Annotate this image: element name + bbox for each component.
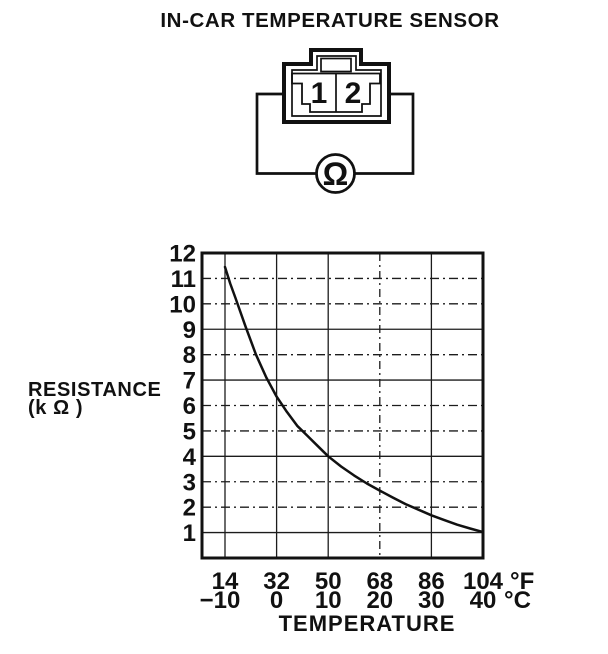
x-tick-fahrenheit: 86: [418, 568, 445, 595]
x-tick-fahrenheit: 14: [212, 568, 239, 595]
celsius-unit-label: °C: [504, 587, 531, 614]
pin-1-label: 1: [311, 77, 328, 110]
pin-2-label: 2: [345, 77, 362, 110]
connector-cavity: [291, 72, 381, 113]
x-tick-celsius: 0: [270, 587, 283, 614]
ohm-symbol: Ω: [323, 156, 349, 192]
wire-left: [255, 92, 317, 175]
x-tick-fahrenheit: 68: [366, 568, 393, 595]
y-tick-label: 6: [183, 393, 196, 420]
plot-border: [200, 251, 485, 560]
page-title: IN-CAR TEMPERATURE SENSOR: [160, 9, 499, 32]
y-tick-label: 12: [169, 241, 196, 268]
connector-outer-outline: [282, 48, 391, 124]
ohmmeter-circle: [315, 153, 356, 194]
resistance-curve: [223, 265, 485, 534]
y-tick-label: 5: [183, 418, 196, 445]
x-tick-celsius: 20: [366, 587, 393, 614]
y-tick-label: 8: [183, 342, 196, 369]
x-tick-fahrenheit: 50: [315, 568, 342, 595]
x-tick-fahrenheit: 104: [463, 568, 504, 595]
x-tick-celsius: 40: [470, 587, 497, 614]
x-tick-celsius: 10: [315, 587, 342, 614]
x-tick-celsius: −10: [200, 587, 241, 614]
connector-tab-inner: [320, 57, 352, 73]
fahrenheit-unit-label: °F: [510, 568, 534, 595]
wire-right: [355, 92, 415, 175]
x-tick-fahrenheit: 32: [263, 568, 290, 595]
connector-inner-outline: [291, 55, 382, 117]
gridlines: [202, 253, 483, 558]
x-axis-title: TEMPERATURE: [279, 611, 456, 636]
y-tick-label: 7: [183, 368, 196, 395]
curve-group: [223, 265, 485, 534]
y-tick-label: 3: [183, 469, 196, 496]
connector-circuit-diagram: 1 2 Ω: [255, 48, 415, 194]
y-tick-label: 2: [183, 495, 196, 522]
y-tick-label: 9: [183, 317, 196, 344]
y-tick-label: 4: [183, 444, 197, 471]
y-axis-title: RESISTANCE: [28, 379, 161, 401]
x-tick-celsius: 30: [418, 587, 445, 614]
y-tick-label: 1: [183, 520, 196, 547]
y-tick-label: 11: [171, 266, 196, 293]
y-tick-label: 10: [169, 291, 196, 318]
y-axis-unit: (k Ω ): [28, 397, 83, 419]
